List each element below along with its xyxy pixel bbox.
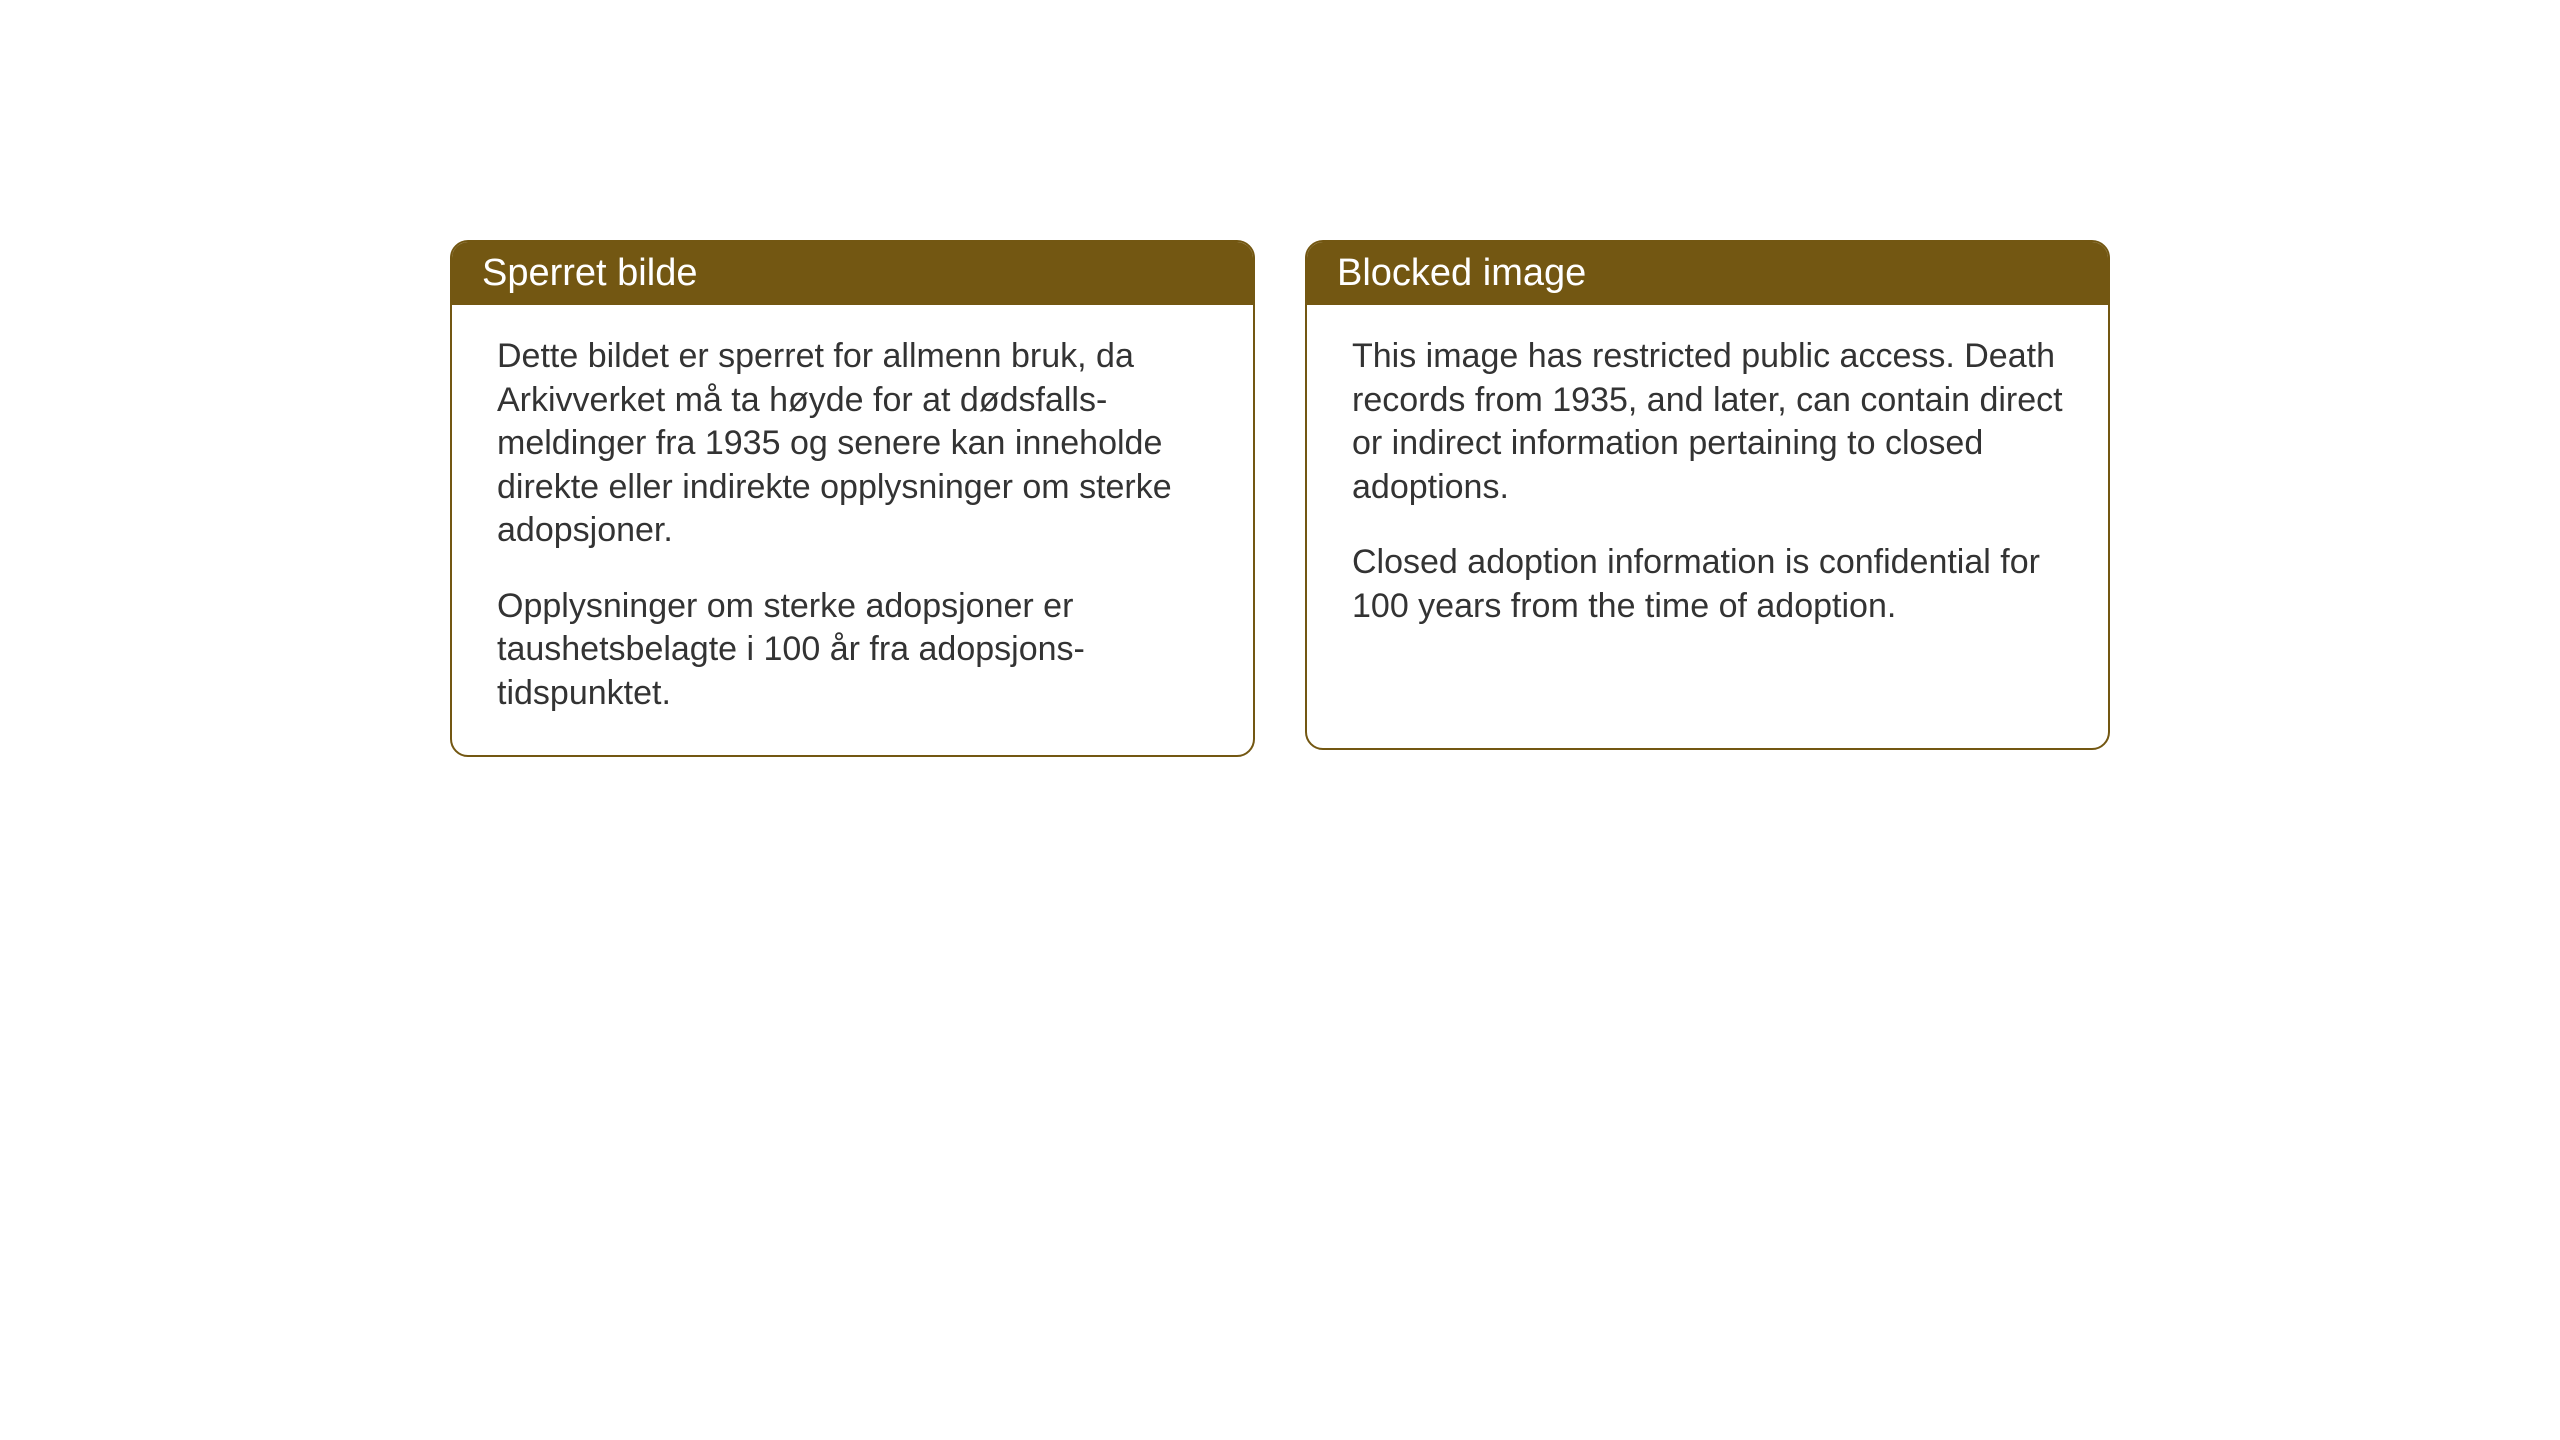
notice-paragraph-1-norwegian: Dette bildet er sperret for allmenn bruk… <box>497 335 1208 553</box>
notice-title-norwegian: Sperret bilde <box>482 252 697 294</box>
notice-header-english: Blocked image <box>1307 242 2108 305</box>
notice-container: Sperret bilde Dette bildet er sperret fo… <box>450 240 2110 757</box>
notice-paragraph-1-english: This image has restricted public access.… <box>1352 335 2063 509</box>
notice-paragraph-2-english: Closed adoption information is confident… <box>1352 541 2063 628</box>
notice-body-norwegian: Dette bildet er sperret for allmenn bruk… <box>452 305 1253 755</box>
notice-body-english: This image has restricted public access.… <box>1307 305 2108 668</box>
notice-title-english: Blocked image <box>1337 252 1586 294</box>
notice-box-norwegian: Sperret bilde Dette bildet er sperret fo… <box>450 240 1255 757</box>
notice-box-english: Blocked image This image has restricted … <box>1305 240 2110 750</box>
notice-paragraph-2-norwegian: Opplysninger om sterke adopsjoner er tau… <box>497 585 1208 716</box>
notice-header-norwegian: Sperret bilde <box>452 242 1253 305</box>
